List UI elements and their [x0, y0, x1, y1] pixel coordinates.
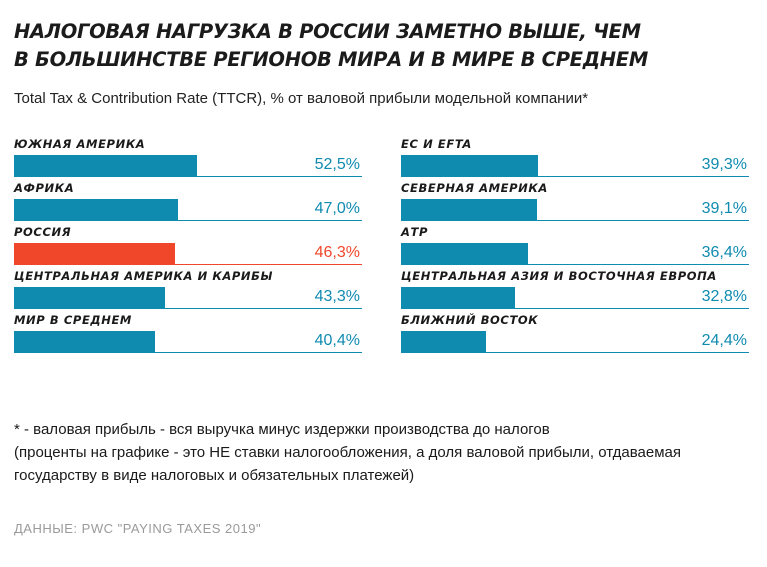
- bar: [401, 155, 538, 176]
- footnote-line-1: * - валовая прибыль - вся выручка минус …: [14, 421, 550, 438]
- bar-row: РОССИЯ 46,3%: [14, 223, 362, 267]
- category-label: ЕС И EFTA: [401, 137, 472, 151]
- chart-subtitle: Total Tax & Contribution Rate (TTCR), % …: [14, 90, 589, 107]
- bar-baseline: [401, 176, 749, 177]
- value-label: 39,3%: [701, 156, 747, 173]
- category-label: ЦЕНТРАЛЬНАЯ АМЕРИКА И КАРИБЫ: [14, 269, 274, 283]
- bar-row: АФРИКА 47,0%: [14, 179, 362, 223]
- value-label: 39,1%: [701, 200, 747, 217]
- value-label: 32,8%: [701, 288, 747, 305]
- chart-panel-right: ЕС И EFTA 39,3% СЕВЕРНАЯ АМЕРИКА 39,1% АТР 36…: [401, 135, 749, 355]
- bar-row: БЛИЖНИЙ ВОСТОК 24,4%: [401, 311, 749, 355]
- bar-row: ЮЖНАЯ АМЕРИКА 52,5%: [14, 135, 362, 179]
- chart-panel-left: ЮЖНАЯ АМЕРИКА 52,5% АФРИКА 47,0% РОССИЯ 46,3%…: [14, 135, 362, 355]
- value-label: 36,4%: [701, 244, 747, 261]
- bar: [14, 287, 165, 308]
- footnote-line-3: государству в виде налоговых и обязатель…: [14, 467, 415, 484]
- bar: [401, 243, 528, 264]
- bar-baseline: [14, 352, 362, 353]
- bar-baseline: [401, 352, 749, 353]
- category-label: АФРИКА: [14, 181, 75, 195]
- bar-row: АТР 36,4%: [401, 223, 749, 267]
- bar: [14, 199, 178, 220]
- value-label: 43,3%: [314, 288, 360, 305]
- bar: [14, 155, 197, 176]
- bar-row: СЕВЕРНАЯ АМЕРИКА 39,1%: [401, 179, 749, 223]
- chart-title: НАЛОГОВАЯ НАГРУЗКА В РОССИИ ЗАМЕТНО ВЫШЕ…: [14, 18, 754, 74]
- bar: [401, 331, 487, 352]
- bar-baseline: [14, 220, 362, 221]
- chart-title-line-1: НАЛОГОВАЯ НАГРУЗКА В РОССИИ ЗАМЕТНО ВЫШЕ…: [14, 20, 641, 43]
- category-label: СЕВЕРНАЯ АМЕРИКА: [401, 181, 548, 195]
- bar-baseline: [14, 308, 362, 309]
- category-label: МИР В СРЕДНЕМ: [14, 313, 132, 327]
- footnote-line-2: (проценты на графике - это НЕ ставки нал…: [14, 444, 681, 461]
- value-label: 40,4%: [314, 332, 360, 349]
- bar-baseline: [14, 264, 362, 265]
- value-label: 46,3%: [314, 244, 360, 261]
- bar-row: ЦЕНТРАЛЬНАЯ АЗИЯ И ВОСТОЧНАЯ ЕВРОПА 32,8%: [401, 267, 749, 311]
- value-label: 47,0%: [314, 200, 360, 217]
- value-label: 52,5%: [314, 156, 360, 173]
- source-credit: ДАННЫЕ: PWC "PAYING TAXES 2019": [14, 521, 262, 536]
- bar: [14, 331, 155, 352]
- chart-title-line-2: В БОЛЬШИНСТВЕ РЕГИОНОВ МИРА И В МИРЕ В С…: [14, 48, 648, 71]
- bar-row: МИР В СРЕДНЕМ 40,4%: [14, 311, 362, 355]
- bar: [14, 243, 176, 264]
- footnote: * - валовая прибыль - вся выручка минус …: [14, 418, 681, 487]
- bar-baseline: [401, 308, 749, 309]
- category-label: АТР: [401, 225, 428, 239]
- category-label: ЮЖНАЯ АМЕРИКА: [14, 137, 146, 151]
- bar-row: ЦЕНТРАЛЬНАЯ АМЕРИКА И КАРИБЫ 43,3%: [14, 267, 362, 311]
- category-label: ЦЕНТРАЛЬНАЯ АЗИЯ И ВОСТОЧНАЯ ЕВРОПА: [401, 269, 717, 283]
- bar-baseline: [401, 220, 749, 221]
- bar-baseline: [14, 176, 362, 177]
- value-label: 24,4%: [701, 332, 747, 349]
- bar: [401, 287, 516, 308]
- bar-row: ЕС И EFTA 39,3%: [401, 135, 749, 179]
- category-label: РОССИЯ: [14, 225, 72, 239]
- bar-baseline: [401, 264, 749, 265]
- category-label: БЛИЖНИЙ ВОСТОК: [401, 313, 539, 327]
- bar: [401, 199, 538, 220]
